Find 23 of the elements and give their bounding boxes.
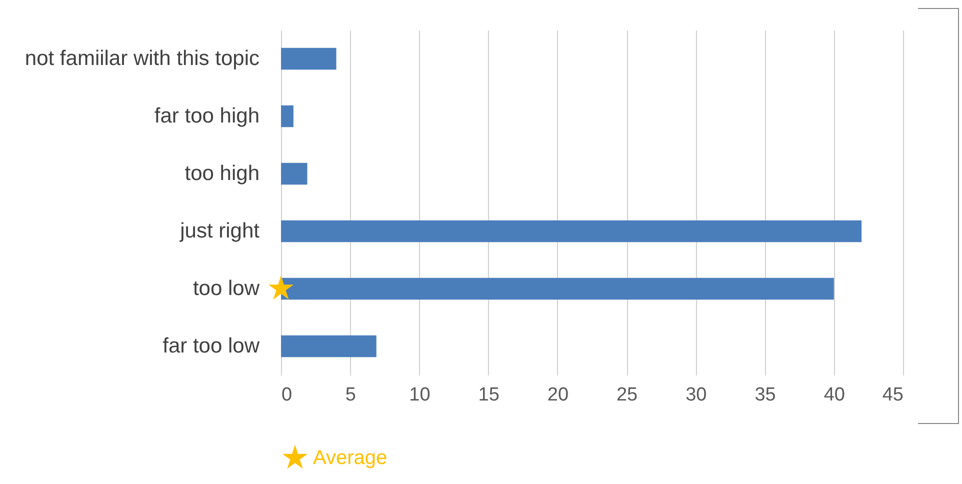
x-tick-label: 45 [882, 384, 904, 406]
x-tick-label: 20 [547, 384, 569, 406]
x-tick-label: 30 [686, 384, 707, 406]
y-tick-label: too high [184, 162, 260, 185]
x-tick-label: 15 [478, 384, 500, 406]
x-tick-label: 5 [345, 384, 356, 406]
bar [281, 278, 834, 300]
x-tick-label: 35 [754, 384, 776, 406]
x-tick-label: 0 [282, 384, 292, 406]
bar [281, 335, 376, 358]
y-tick-label: too low [192, 276, 260, 300]
legend-label: Average [313, 447, 388, 469]
bar [281, 48, 336, 70]
bar [281, 105, 294, 128]
y-tick-label: far too high [154, 104, 260, 128]
x-tick-label: 25 [616, 384, 638, 406]
bar [281, 220, 862, 242]
x-tick-label: 40 [824, 384, 845, 406]
y-tick-label: just right [179, 219, 260, 242]
bar [281, 162, 308, 185]
y-tick-label: not famiilar with this topic [24, 46, 260, 70]
x-tick-label: 10 [409, 384, 430, 406]
y-tick-label: far too low [162, 334, 260, 358]
